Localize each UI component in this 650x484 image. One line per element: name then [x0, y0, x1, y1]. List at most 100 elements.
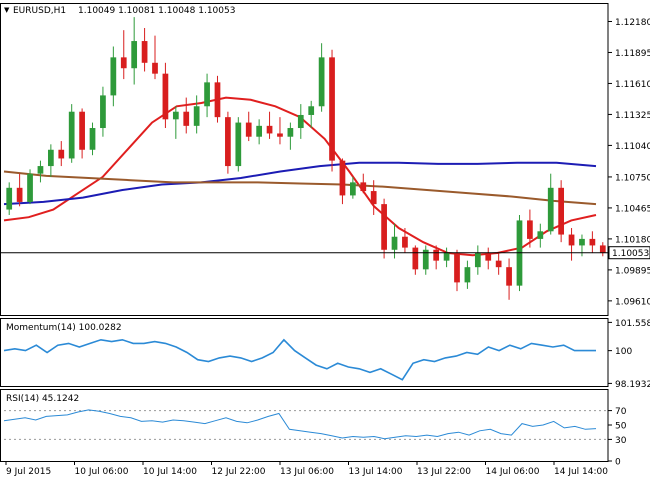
price-tick-label: 1.10180 — [615, 235, 650, 245]
candle-body — [266, 125, 273, 134]
price-pane: 1.12180 1.11895 1.11610 1.11325 1.11040 1.107… — [0, 6, 650, 307]
time-tick-label: 13 Jul 06:00 — [280, 467, 334, 477]
candle-body — [360, 182, 367, 192]
candle-body — [131, 41, 138, 69]
rsi-tick-label: 30 — [615, 436, 627, 446]
candle-body — [547, 187, 554, 232]
price-tick-label: 1.12180 — [615, 18, 650, 28]
candle-body — [381, 204, 387, 250]
current-price-box — [608, 246, 650, 260]
candle-body — [370, 191, 377, 205]
candle-body — [349, 182, 356, 196]
candle-body — [485, 253, 492, 261]
time-tick-label: 10 Jul 14:00 — [143, 467, 197, 477]
candle-body — [89, 128, 96, 150]
candle-body — [225, 117, 231, 167]
candle-body — [172, 111, 179, 120]
symbol-label: EURUSD,H1 — [13, 6, 66, 16]
candle-body — [141, 41, 148, 63]
candle-body — [391, 236, 398, 250]
candle-body — [495, 260, 502, 268]
time-axis: 9 Jul 2015 10 Jul 06:00 10 Jul 14:00 12 Jul… — [5, 461, 608, 477]
rsi-label: RSI(14) 45.1242 — [6, 394, 79, 404]
symbol-dropdown-icon[interactable]: ▼ — [4, 6, 10, 14]
candle-body — [527, 220, 533, 239]
rsi-pane: 70 50 30 0 RSI(14) 45.1242 — [3, 394, 627, 468]
candle-body — [100, 95, 106, 129]
ohlc-values: 1.10049 1.10081 1.10048 1.10053 — [78, 6, 235, 16]
momentum-tick-label: 100 — [615, 347, 632, 357]
moving-average-ma-slow — [3, 170, 597, 206]
rsi-tick-label: 70 — [615, 407, 627, 417]
candle-body — [162, 73, 169, 120]
time-tick-label: 14 Jul 06:00 — [486, 467, 540, 477]
candle-body — [58, 149, 65, 159]
candle-body — [558, 187, 565, 235]
candle-body — [579, 238, 585, 246]
candle-body — [79, 111, 85, 150]
momentum-label: Momentum(14) 100.0282 — [6, 323, 122, 333]
candle-body — [589, 238, 596, 246]
rsi-line — [3, 409, 597, 440]
candle-body — [214, 82, 221, 118]
rsi-tick-label: 50 — [615, 422, 627, 432]
candle-body — [308, 106, 315, 115]
candle-body — [245, 122, 252, 137]
pane-frame-price — [0, 3, 609, 316]
candle-body — [183, 111, 190, 126]
candle-body — [318, 57, 325, 107]
candle-body — [537, 231, 544, 239]
price-tick-label: 1.10465 — [615, 204, 650, 214]
current-price-label: 1.10053 — [612, 249, 649, 259]
candle-body — [16, 187, 23, 202]
candle-body — [68, 111, 75, 159]
candle-body — [464, 267, 471, 283]
candle-body — [204, 82, 210, 107]
price-tick-label: 1.11325 — [615, 111, 650, 121]
price-tick-label: 1.11895 — [615, 49, 650, 59]
candle-body — [193, 106, 200, 126]
momentum-pane: 101.5583 100 98.1932 Momentum(14) 100.0282 — [3, 319, 650, 390]
candle-body — [422, 249, 429, 270]
time-tick-label: 12 Jul 22:00 — [212, 467, 266, 477]
candle-body — [47, 149, 54, 167]
candle-body — [235, 122, 242, 167]
pane-frame-mom — [0, 318, 609, 387]
pane-frame-rsi — [0, 389, 609, 462]
candle-body — [599, 245, 606, 254]
candle-body — [412, 247, 419, 270]
price-tick-label: 1.11610 — [615, 80, 650, 90]
candle-body — [568, 234, 575, 246]
time-tick-label: 10 Jul 06:00 — [75, 467, 129, 477]
candle-body — [27, 173, 33, 202]
rsi-tick-label: 0 — [615, 458, 621, 468]
time-tick-label: 13 Jul 14:00 — [349, 467, 403, 477]
candle-body — [120, 57, 127, 69]
candle-body — [329, 57, 335, 161]
candle-body — [152, 62, 158, 74]
price-tick-label: 1.09895 — [615, 266, 650, 276]
candle-body — [506, 267, 512, 286]
price-tick-label: 1.09610 — [615, 297, 650, 307]
candle-body — [256, 125, 263, 137]
candle-body — [474, 253, 481, 268]
candle-body — [297, 114, 304, 129]
time-tick-label: 14 Jul 14:00 — [554, 467, 608, 477]
time-tick-label: 9 Jul 2015 — [6, 467, 51, 477]
candle-body — [402, 236, 408, 248]
candle-body — [443, 253, 450, 261]
momentum-tick-label: 98.1932 — [615, 380, 650, 390]
momentum-line — [3, 338, 596, 381]
candle-body — [110, 57, 117, 96]
price-tick-label: 1.10750 — [615, 173, 650, 183]
momentum-tick-label: 101.5583 — [615, 319, 650, 329]
candle-body — [339, 160, 346, 196]
candle-body — [433, 249, 440, 261]
candle-body — [454, 253, 460, 283]
time-tick-label: 13 Jul 22:00 — [417, 467, 471, 477]
candle-body — [37, 166, 44, 174]
price-tick-label: 1.11040 — [615, 142, 650, 152]
candle-body — [287, 128, 294, 137]
